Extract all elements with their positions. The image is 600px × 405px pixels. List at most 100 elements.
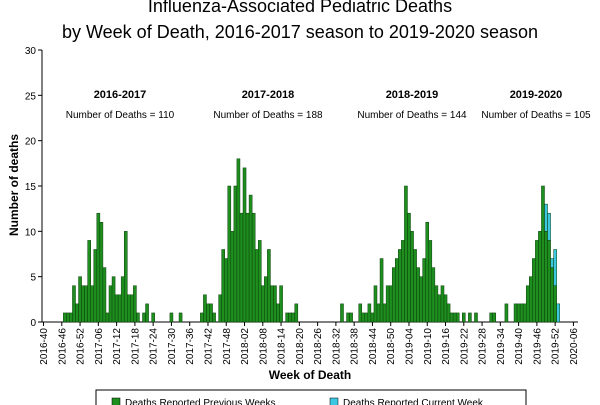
bar-segment	[96, 212, 101, 323]
bar-segment	[428, 240, 433, 323]
bar-segment	[364, 312, 369, 323]
bar-segment	[114, 294, 119, 323]
legend-box	[95, 389, 527, 405]
bar-segment	[245, 212, 250, 323]
bar-segment	[264, 276, 268, 323]
x-tick-label: 2019-16	[441, 328, 452, 365]
season-count: Number of Deaths = 105	[481, 110, 591, 121]
bar-segment	[178, 312, 183, 323]
bar-segment	[452, 312, 457, 323]
bar-segment	[87, 240, 91, 323]
legend-swatch	[111, 397, 121, 405]
bar-segment	[422, 258, 426, 323]
bar-segment	[541, 185, 545, 323]
bar-segment	[270, 285, 274, 323]
bar-segment	[123, 231, 128, 323]
x-tick-label: 2017-12	[112, 328, 123, 365]
season-label: 2017-2018	[242, 89, 295, 101]
y-tick-label: 5	[30, 273, 36, 284]
bar-segment	[261, 285, 265, 323]
y-tick-label: 20	[25, 137, 37, 148]
bar-segment	[99, 222, 104, 323]
x-tick-label: 2018-32	[331, 328, 342, 365]
bar-segment	[169, 312, 174, 323]
bar-segment	[513, 303, 518, 323]
bar-segment	[437, 294, 442, 323]
bar-segment	[285, 312, 289, 323]
bar-segment	[425, 222, 430, 323]
x-tick-label: 2016-40	[39, 328, 50, 365]
bar-segment	[117, 294, 122, 323]
bar-segment	[227, 185, 232, 323]
bar-segment	[370, 312, 375, 323]
bar-segment	[550, 267, 554, 323]
bar-segment	[547, 212, 551, 241]
x-tick-label: 2019-28	[478, 328, 489, 365]
bar-segment	[410, 231, 414, 323]
bar-segment	[492, 312, 497, 323]
bar-segment	[416, 267, 420, 323]
bar-segment	[136, 312, 140, 323]
bar-segment	[224, 258, 229, 323]
bar-segment	[413, 249, 417, 323]
bar-segment	[385, 285, 390, 323]
bar-segment	[84, 285, 88, 323]
bar-segment	[529, 276, 533, 323]
bar-segment	[200, 312, 204, 323]
bar-segment	[209, 303, 213, 323]
bar-segment	[288, 312, 292, 323]
bar-segment	[346, 312, 350, 323]
x-tick-label: 2019-04	[404, 328, 415, 365]
legend-label: Deaths Reported Current Week	[343, 398, 484, 405]
bar-segment	[361, 312, 366, 323]
bar-segment	[279, 285, 283, 323]
bar-segment	[434, 285, 439, 323]
legend-swatch	[329, 397, 339, 405]
x-tick-label: 2019-22	[459, 328, 470, 365]
y-tick-label: 10	[25, 227, 37, 238]
bar-segment	[273, 285, 277, 323]
bar-segment	[373, 285, 378, 323]
bar-segment	[72, 285, 76, 323]
bar-segment	[130, 294, 134, 323]
bar-segment	[474, 312, 478, 323]
bar-segment	[544, 203, 548, 232]
bar-segment	[419, 276, 423, 323]
chart-subtitle: by Week of Death, 2016-2017 season to 20…	[62, 22, 538, 42]
chart-title: Influenza-Associated Pediatric Deaths	[148, 0, 452, 16]
bar-segment	[75, 303, 79, 323]
bar-segment	[547, 240, 551, 323]
bar-segment	[553, 249, 557, 286]
bar-segment	[516, 303, 521, 323]
bar-segment	[532, 258, 536, 323]
y-tick-label: 30	[25, 46, 37, 57]
bar-segment	[376, 303, 381, 323]
x-tick-label: 2019-10	[423, 328, 434, 365]
bar-segment	[291, 312, 296, 323]
x-tick-label: 2017-30	[167, 328, 178, 365]
legend-label: Deaths Reported Previous Weeks	[125, 398, 275, 405]
season-label: 2019-2020	[510, 89, 563, 101]
bar-segment	[133, 285, 137, 323]
y-tick-label: 15	[25, 182, 37, 193]
y-tick-label: 0	[30, 318, 36, 329]
bar-segment	[449, 312, 454, 323]
bar-segment	[294, 303, 299, 323]
bar-segment	[69, 312, 73, 323]
x-tick-label: 2017-42	[203, 328, 214, 365]
bar-segment	[349, 312, 353, 323]
x-tick-label: 2017-18	[130, 328, 141, 365]
bar-segment	[538, 231, 542, 323]
bar-segment	[398, 249, 402, 323]
bar-segment	[553, 285, 557, 323]
x-tick-label: 2019-40	[514, 328, 525, 365]
bar-segment	[382, 303, 387, 323]
bar-segment	[401, 240, 405, 323]
season-label: 2018-2019	[386, 89, 439, 101]
x-tick-label: 2017-36	[185, 328, 196, 365]
bar-segment	[108, 285, 113, 323]
bar-segment	[267, 249, 271, 323]
x-tick-label: 2019-52	[551, 328, 562, 365]
bar-segment	[203, 294, 207, 323]
bar-segment	[78, 276, 82, 323]
